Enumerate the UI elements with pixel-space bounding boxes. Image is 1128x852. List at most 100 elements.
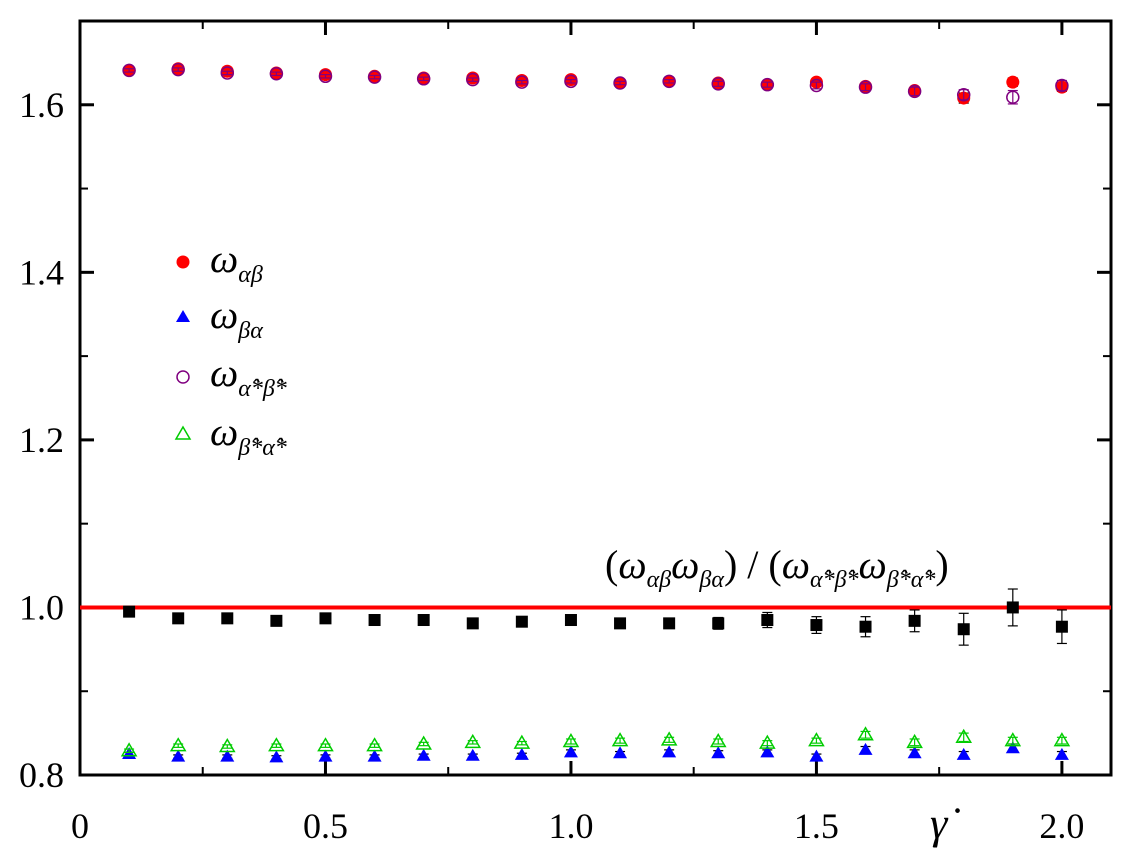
legend-item-symbol: ω	[210, 350, 238, 395]
legend-marker-open-triangle	[174, 425, 192, 440]
series-filled-square	[123, 588, 1068, 646]
legend-marker-open-circle	[176, 370, 190, 384]
data-point	[515, 615, 528, 628]
data-point	[515, 75, 529, 89]
data-point	[1053, 732, 1071, 747]
y-tick-label: 1.0	[19, 587, 64, 627]
x-tick-labels: 0 0.5 1.0 1.5 2.0	[71, 806, 1084, 846]
ratio-omega: ω	[618, 542, 646, 587]
data-point	[318, 749, 333, 762]
data-point	[466, 72, 480, 87]
x-tick-label: 1.0	[548, 806, 593, 846]
data-point	[123, 605, 136, 618]
svg-text:ωα̂*β̂*: ωα̂*β̂*	[210, 350, 287, 402]
data-point	[857, 726, 874, 741]
data-point	[319, 612, 332, 625]
data-point	[169, 737, 187, 752]
data-point	[269, 67, 284, 81]
svg-text:ωαβ: ωαβ	[210, 236, 263, 288]
data-point	[366, 737, 383, 752]
data-point	[611, 732, 629, 747]
y-tick-labels: 0.8 1.0 1.2 1.4 1.6	[19, 85, 64, 795]
y-tick-label: 1.6	[19, 85, 64, 125]
legend-item-symbol: ω	[210, 236, 238, 281]
ratio-sub: α̂*β̂*	[810, 567, 859, 593]
data-point	[1004, 732, 1022, 747]
data-point	[317, 737, 334, 752]
data-point	[712, 617, 725, 630]
ratio-open-paren: (	[605, 542, 618, 587]
legend-item-symbol: ω	[210, 409, 238, 454]
data-point	[1055, 78, 1069, 93]
x-tick-label: 0.5	[303, 806, 348, 846]
data-point	[563, 745, 578, 758]
data-point	[220, 749, 235, 762]
data-point	[662, 74, 676, 89]
svg-text:ωβ̂*α̂*: ωβ̂*α̂*	[210, 409, 287, 461]
data-point	[809, 749, 824, 762]
legend-marker-filled-circle	[176, 255, 190, 269]
data-point	[809, 78, 824, 93]
data-point	[955, 728, 973, 744]
data-point	[906, 733, 923, 749]
ratio-omega: ω	[782, 542, 810, 587]
data-point	[171, 749, 186, 762]
data-point	[172, 612, 185, 625]
ratio-slash: /	[737, 542, 768, 587]
data-point	[1055, 620, 1068, 633]
series-layer	[120, 62, 1071, 763]
data-point	[218, 738, 236, 753]
ratio-close-paren: )	[935, 542, 948, 587]
data-point	[760, 77, 775, 92]
data-point	[564, 74, 578, 89]
data-point	[318, 69, 333, 84]
data-point	[907, 84, 922, 99]
y-tick-label: 1.2	[19, 420, 64, 460]
legend-item-omega-alpha-hat-beta-hat: ωα̂*β̂*	[176, 350, 287, 402]
svg-text:ωβα: ωβα	[210, 292, 263, 344]
ratio-sub: αβ	[647, 567, 672, 593]
legend-marker-filled-triangle	[176, 310, 190, 322]
legend-item-sub: αβ	[238, 262, 263, 288]
data-point	[367, 749, 382, 762]
data-point	[269, 750, 284, 763]
data-point	[416, 748, 431, 761]
data-point	[709, 733, 727, 748]
data-point	[761, 614, 774, 627]
data-point	[859, 620, 872, 633]
data-point	[663, 617, 676, 630]
legend-item-sub: α̂*β̂*	[238, 376, 287, 402]
legend-item-sub: βα	[237, 318, 263, 344]
data-point	[760, 745, 775, 758]
y-tick-label: 0.8	[19, 755, 64, 795]
data-point	[171, 62, 185, 77]
ratio-annotation: (ωαβωβα) / (ωα̂*β̂*ωβ̂*α̂*)	[605, 542, 949, 593]
ratio-sub: βα	[698, 567, 724, 593]
data-point	[614, 617, 627, 630]
series-open-triangle	[120, 726, 1071, 757]
ratio-sub: β̂*α̂*	[886, 567, 936, 593]
data-point	[268, 737, 285, 752]
data-point	[956, 87, 971, 102]
data-point	[1006, 90, 1020, 104]
data-point	[220, 66, 235, 80]
x-tick-label: 0	[71, 806, 89, 846]
data-point	[858, 80, 873, 94]
data-point	[957, 623, 970, 636]
data-point	[562, 733, 580, 748]
data-point	[1006, 601, 1019, 614]
ratio-omega: ω	[859, 542, 887, 587]
data-point	[417, 614, 430, 627]
data-point	[907, 746, 922, 759]
data-point	[1005, 741, 1020, 754]
data-point	[120, 742, 138, 757]
ratio-close-paren: )	[724, 542, 737, 587]
data-point	[858, 742, 873, 755]
data-point	[1006, 75, 1020, 89]
data-point	[662, 745, 677, 758]
data-point	[368, 614, 381, 627]
data-point	[415, 735, 432, 750]
data-point	[464, 733, 482, 749]
legend-item-omega-beta-hat-alpha-hat: ωβ̂*α̂*	[174, 409, 287, 461]
